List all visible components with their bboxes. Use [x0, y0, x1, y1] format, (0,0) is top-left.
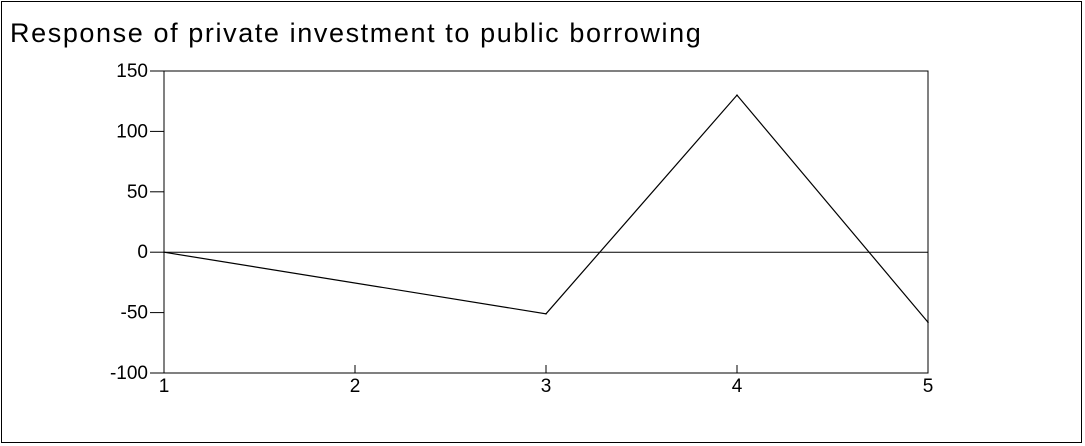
x-tick-label: 4 — [732, 376, 743, 397]
y-tick-label: -100 — [110, 363, 148, 384]
data-point — [927, 321, 929, 324]
series-line — [163, 94, 929, 323]
data-point — [545, 313, 547, 315]
data-point — [163, 251, 165, 253]
x-tick-label: 5 — [923, 376, 934, 397]
y-tick-label: 150 — [116, 61, 148, 82]
y-tick-label: -50 — [121, 303, 148, 324]
x-tick-label: 3 — [541, 376, 552, 397]
y-tick-label: 0 — [137, 242, 148, 263]
y-tick-label: 100 — [116, 121, 148, 142]
x-tick-label: 1 — [159, 376, 170, 397]
y-tick-label: 50 — [127, 182, 148, 203]
x-tick-label: 2 — [350, 376, 361, 397]
plot-area — [163, 70, 929, 374]
data-point — [736, 94, 738, 96]
chart-title: Response of private investment to public… — [10, 18, 703, 48]
